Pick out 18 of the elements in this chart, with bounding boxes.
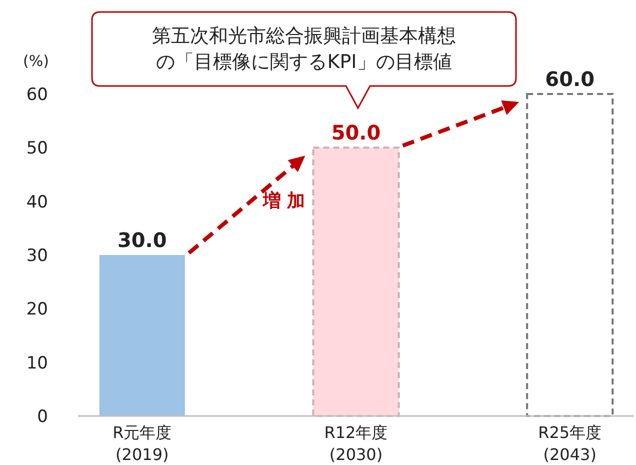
annotation: 増 加 <box>262 190 306 212</box>
x-tick-label: R元年度 (2019) <box>112 423 172 464</box>
y-tick-label: 50 <box>26 138 48 159</box>
y-axis-title: (%) <box>23 52 49 70</box>
text: 第五次和光市総合振興計画基本構想の「目標像に関するKPI」の目標値 <box>152 25 456 73</box>
y-tick-label: 20 <box>26 300 48 320</box>
data-label: 30.0 <box>117 228 167 252</box>
y-tick-label: 40 <box>26 192 48 212</box>
data-label: 50.0 <box>331 120 381 145</box>
y-tick-label: 0 <box>37 406 48 427</box>
x-tick-label: R12年度 (2030) <box>324 423 388 464</box>
y-tick-label: 60 <box>26 84 48 105</box>
bar <box>312 146 400 417</box>
x-tick-label: R25年度 (2043) <box>538 423 602 464</box>
data-label: 60.0 <box>545 67 595 91</box>
y-tick-label: 30 <box>26 246 48 266</box>
bar <box>526 93 614 417</box>
y-tick-label: 10 <box>26 353 48 374</box>
